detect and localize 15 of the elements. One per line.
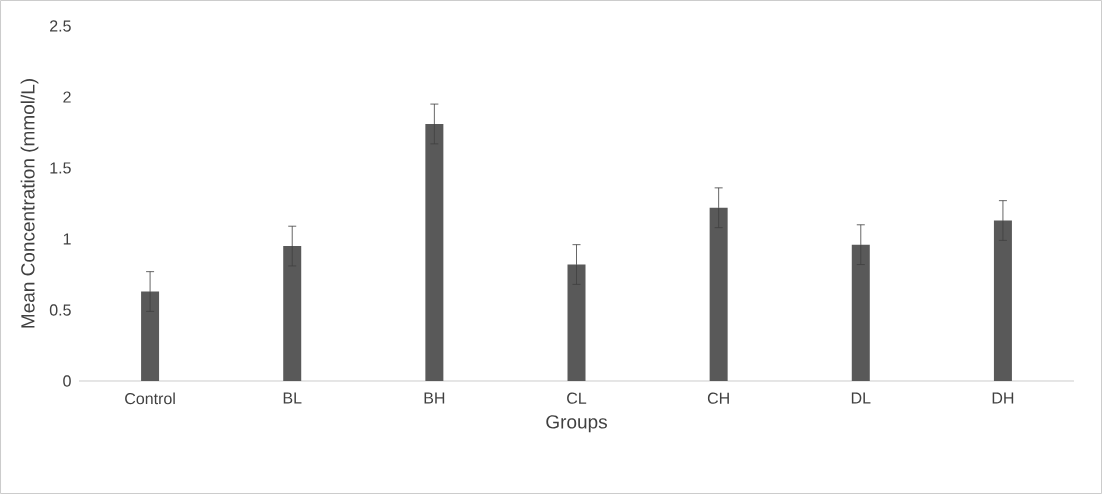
y-tick-label: 1: [63, 233, 71, 245]
x-tick-label: DH: [992, 392, 1014, 404]
y-tick-label: 1.5: [50, 162, 71, 174]
x-tick-label: CL: [567, 392, 587, 404]
y-tick-label: 2.5: [50, 20, 71, 32]
x-tick-label: BH: [424, 392, 445, 404]
y-tick-label: 0: [63, 375, 71, 387]
x-tick-label: Control: [125, 392, 175, 405]
y-tick-label: 0.5: [49, 304, 71, 316]
y-axis-title: Mean Concentration (mmol/L): [20, 79, 39, 328]
x-tick-label: DL: [851, 392, 871, 404]
y-tick-label: 2: [63, 91, 71, 103]
x-axis-title: Groups: [546, 415, 607, 433]
x-tick-label: BL: [283, 392, 302, 404]
x-tick-label: CH: [707, 392, 729, 404]
